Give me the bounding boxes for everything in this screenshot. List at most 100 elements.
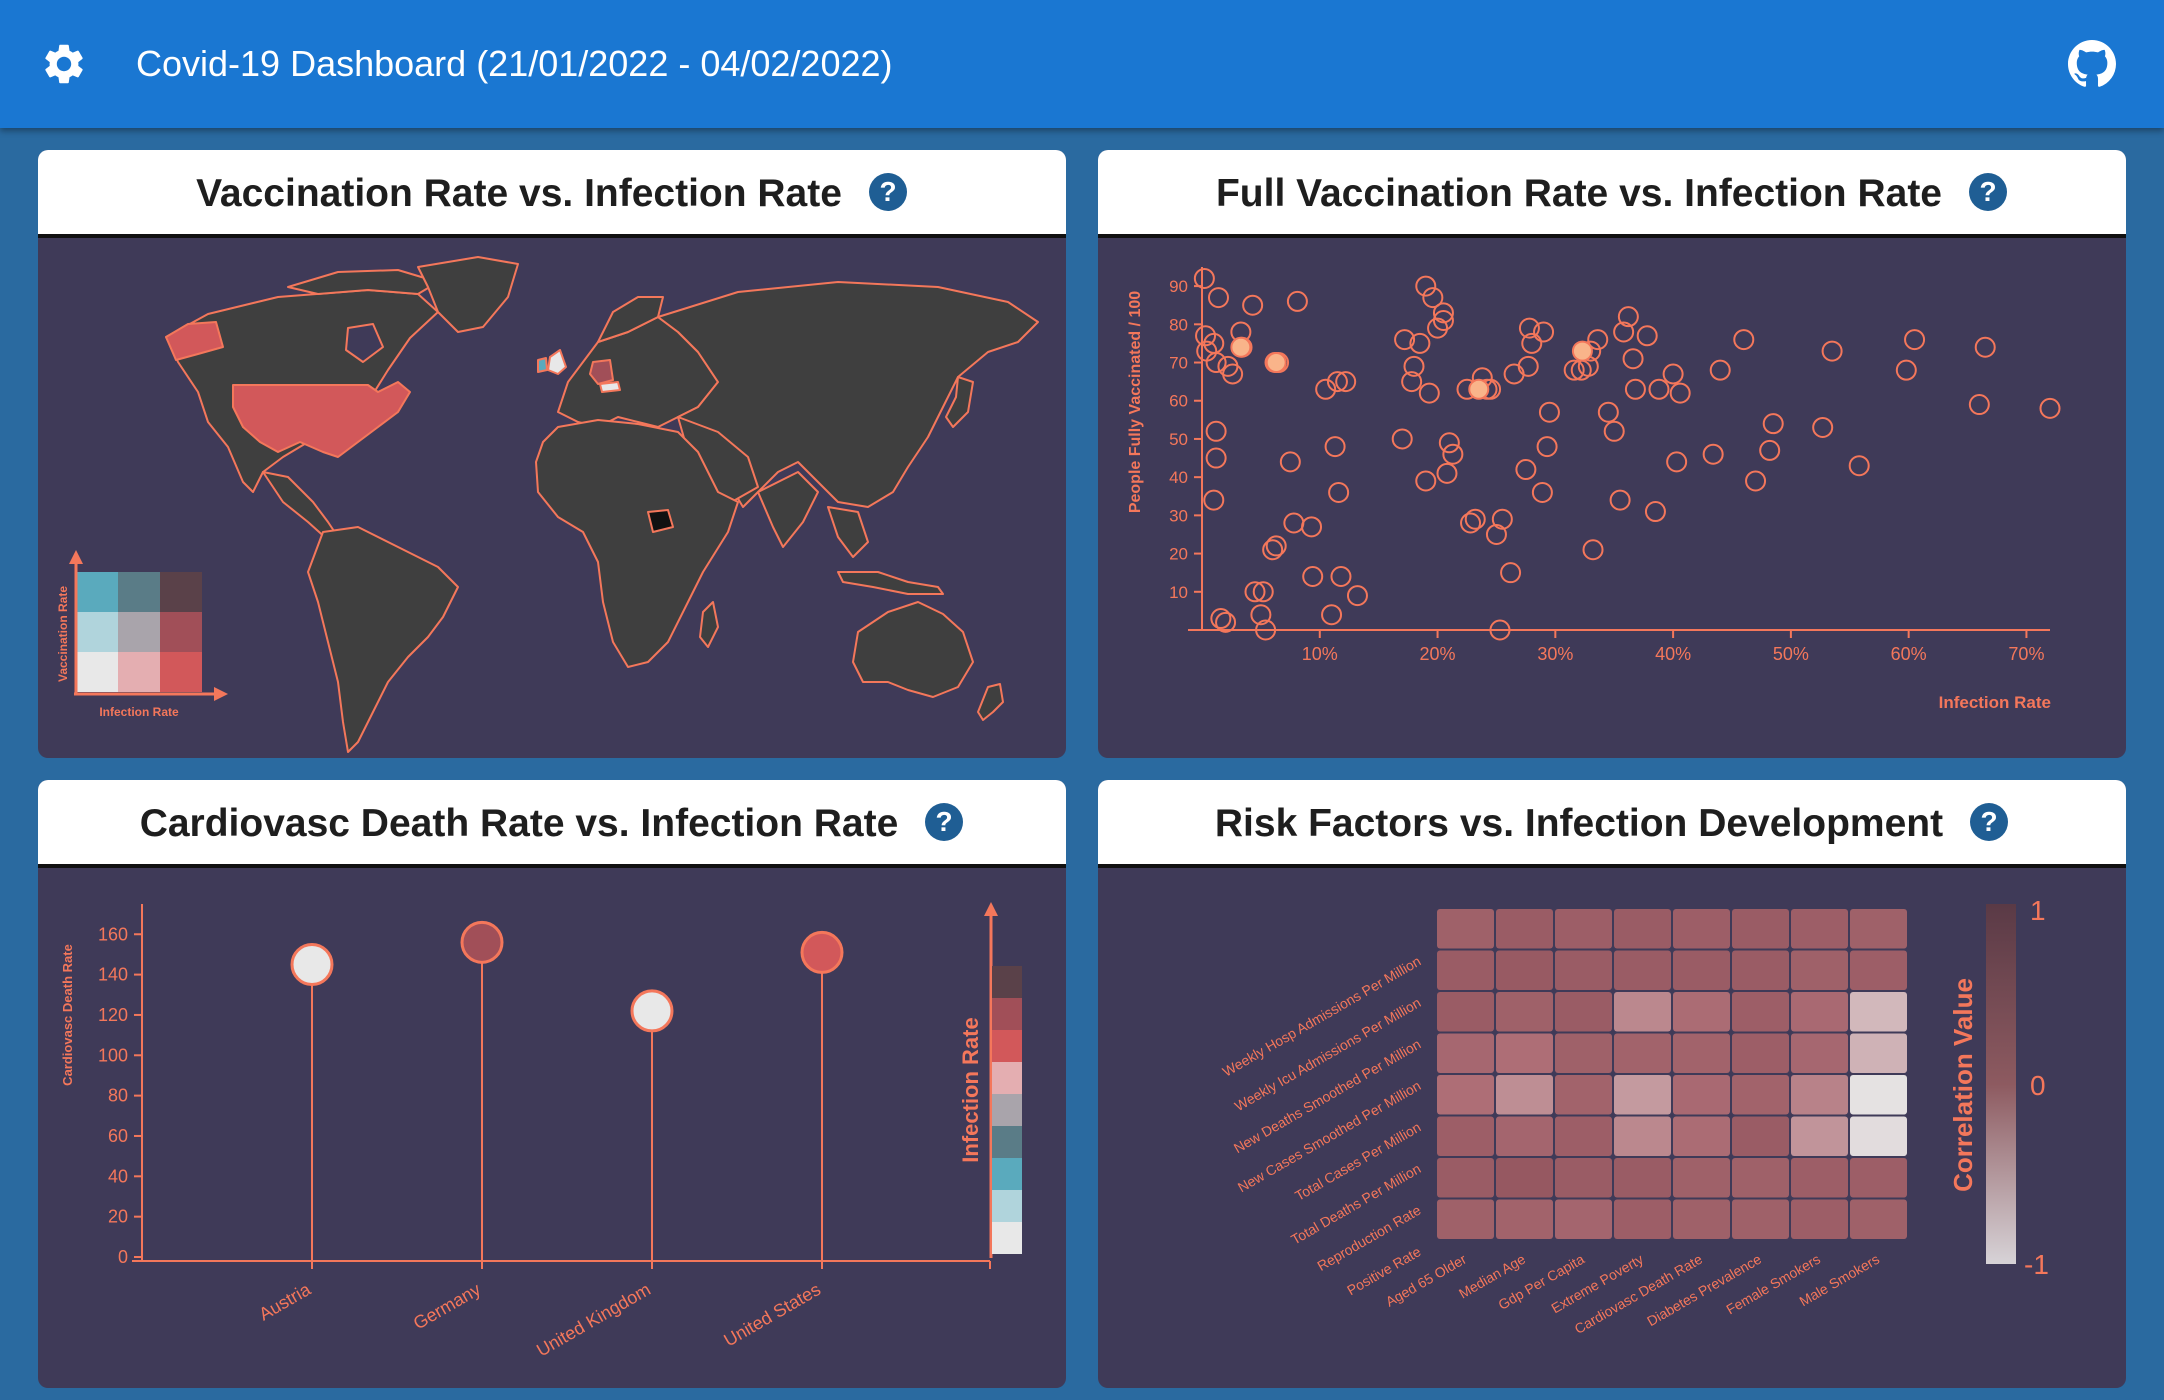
- scatter-point[interactable]: [1205, 420, 1227, 442]
- heatmap-cell[interactable]: [1614, 1158, 1671, 1198]
- scatter-point[interactable]: [1193, 267, 1215, 289]
- heatmap-cell[interactable]: [1673, 1199, 1730, 1240]
- scatter-point[interactable]: [1262, 539, 1284, 561]
- scatter-point[interactable]: [1346, 585, 1368, 607]
- scatter-point[interactable]: [1538, 401, 1560, 423]
- scatter-point[interactable]: [1587, 329, 1609, 351]
- scatter-point[interactable]: [1244, 581, 1266, 603]
- heatmap-cell[interactable]: [1732, 950, 1789, 991]
- scatter-point[interactable]: [1531, 481, 1553, 503]
- scatter-point[interactable]: [1533, 321, 1555, 343]
- scatter-point[interactable]: [1252, 581, 1274, 603]
- lollipop-chart[interactable]: 0 20 40 60 80 100 120 140 160 Austria Germany Unite…: [38, 872, 1066, 1388]
- scatter-point[interactable]: [1582, 539, 1604, 561]
- world-map[interactable]: Vaccination Rate Infection Rate: [38, 242, 1066, 758]
- heatmap-cell[interactable]: [1555, 1199, 1612, 1240]
- scatter-point[interactable]: [1636, 325, 1658, 347]
- scatter-point[interactable]: [1391, 428, 1413, 450]
- scatter-point[interactable]: [1848, 455, 1870, 477]
- scatter-point[interactable]: [1609, 489, 1631, 511]
- heatmap-cell[interactable]: [1850, 950, 1907, 991]
- help-icon[interactable]: ?: [924, 802, 964, 842]
- scatter-point[interactable]: [1242, 294, 1264, 316]
- scatter-point[interactable]: [1733, 329, 1755, 351]
- heatmap-cell[interactable]: [1614, 1075, 1671, 1115]
- scatter-point[interactable]: [1422, 287, 1444, 309]
- scatter-point[interactable]: [1250, 604, 1272, 626]
- scatter-point[interactable]: [1205, 447, 1227, 469]
- heatmap-cell[interactable]: [1437, 1033, 1494, 1074]
- heatmap-cell[interactable]: [1437, 950, 1494, 991]
- heatmap-cell[interactable]: [1614, 992, 1671, 1032]
- scatter-point[interactable]: [1205, 352, 1227, 374]
- heatmap-cell[interactable]: [1673, 1075, 1730, 1115]
- scatter-point[interactable]: [1283, 512, 1305, 534]
- scatter-point[interactable]: [1500, 562, 1522, 584]
- scatter-point[interactable]: [1821, 340, 1843, 362]
- scatter-point[interactable]: [1968, 394, 1990, 416]
- heatmap-cell[interactable]: [1791, 1116, 1848, 1157]
- scatter-point[interactable]: [1644, 501, 1666, 523]
- scatter-point[interactable]: [1326, 371, 1348, 393]
- scatter-point-highlighted[interactable]: [1265, 352, 1287, 374]
- scatter-point[interactable]: [1489, 619, 1511, 641]
- scatter-point[interactable]: [1427, 317, 1449, 339]
- scatter-point[interactable]: [1409, 332, 1431, 354]
- heatmap-chart[interactable]: Weekly Hosp Admissions Per MillionWeekly…: [1098, 872, 2126, 1388]
- heatmap-cell[interactable]: [1673, 909, 1730, 949]
- scatter-point[interactable]: [1491, 508, 1513, 530]
- help-icon[interactable]: ?: [1969, 802, 2009, 842]
- scatter-point[interactable]: [1622, 348, 1644, 370]
- heatmap-cell[interactable]: [1850, 909, 1907, 949]
- heatmap-cell[interactable]: [1614, 909, 1671, 949]
- heatmap-cell[interactable]: [1791, 1075, 1848, 1115]
- scatter-point[interactable]: [1302, 566, 1324, 588]
- lollipop-head[interactable]: [290, 943, 334, 987]
- scatter-point[interactable]: [1521, 332, 1543, 354]
- scatter-point[interactable]: [1464, 508, 1486, 530]
- heatmap-cell[interactable]: [1496, 1199, 1553, 1240]
- scatter-point[interactable]: [1438, 432, 1460, 454]
- scatter-point[interactable]: [1432, 302, 1454, 324]
- scatter-point[interactable]: [1662, 363, 1684, 385]
- scatter-point[interactable]: [1613, 321, 1635, 343]
- heatmap-cell[interactable]: [1673, 1033, 1730, 1074]
- heatmap-cell[interactable]: [1496, 1158, 1553, 1198]
- scatter-point[interactable]: [1812, 416, 1834, 438]
- heatmap-cell[interactable]: [1496, 909, 1553, 949]
- scatter-point-highlighted[interactable]: [1230, 336, 1252, 358]
- scatter-point[interactable]: [1460, 512, 1482, 534]
- heatmap-cell[interactable]: [1732, 992, 1789, 1032]
- heatmap-cell[interactable]: [1496, 1033, 1553, 1074]
- heatmap-cell[interactable]: [1614, 1116, 1671, 1157]
- github-icon[interactable]: [2068, 40, 2116, 88]
- scatter-point[interactable]: [1207, 287, 1229, 309]
- heatmap-cell[interactable]: [1673, 950, 1730, 991]
- scatter-point[interactable]: [1415, 470, 1437, 492]
- scatter-point[interactable]: [1315, 378, 1337, 400]
- scatter-point[interactable]: [1895, 359, 1917, 381]
- scatter-point[interactable]: [1536, 436, 1558, 458]
- scatter-point[interactable]: [1597, 401, 1619, 423]
- scatter-point[interactable]: [1217, 355, 1239, 377]
- heatmap-cell[interactable]: [1555, 1033, 1612, 1074]
- scatter-point[interactable]: [1324, 436, 1346, 458]
- heatmap-cell[interactable]: [1673, 1116, 1730, 1157]
- help-icon[interactable]: ?: [868, 172, 908, 212]
- heatmap-cell[interactable]: [1791, 909, 1848, 949]
- heatmap-cell[interactable]: [1555, 950, 1612, 991]
- scatter-point[interactable]: [1210, 608, 1232, 630]
- scatter-point[interactable]: [1648, 378, 1670, 400]
- heatmap-cell[interactable]: [1850, 1199, 1907, 1240]
- scatter-point[interactable]: [1624, 378, 1646, 400]
- scatter-point[interactable]: [1215, 611, 1237, 633]
- scatter-point[interactable]: [1403, 355, 1425, 377]
- scatter-point[interactable]: [2039, 397, 2061, 419]
- heatmap-cell[interactable]: [1555, 1116, 1612, 1157]
- heatmap-cell[interactable]: [1437, 1199, 1494, 1240]
- scatter-point[interactable]: [1286, 290, 1308, 312]
- scatter-point[interactable]: [1702, 443, 1724, 465]
- heatmap-cell[interactable]: [1791, 1199, 1848, 1240]
- scatter-point[interactable]: [1904, 329, 1926, 351]
